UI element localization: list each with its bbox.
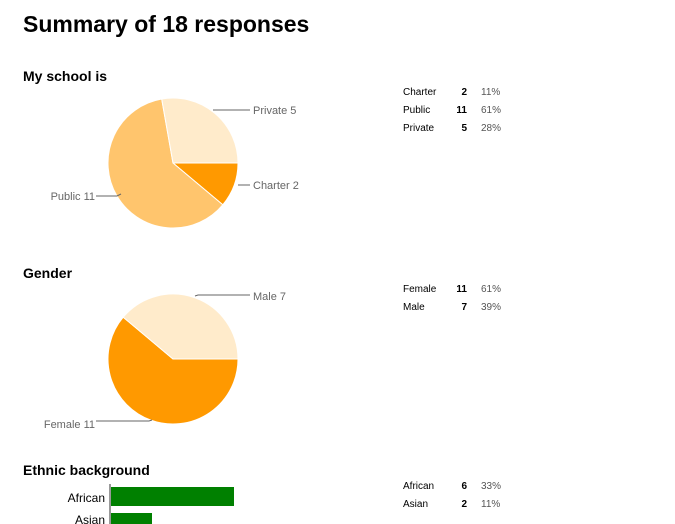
ethnic-bar-chart: African Asian	[68, 484, 234, 524]
summary-label: Female	[403, 284, 437, 295]
slice-label-private: Private 5	[253, 105, 296, 117]
school-summary-table: Charter 2 11% Public 11 61% Private 5 28…	[403, 84, 517, 138]
section-title-ethnic-background: Ethnic background	[23, 462, 150, 478]
summary-row: Asian 2 11%	[403, 496, 517, 514]
leader-line-female	[96, 419, 153, 422]
ethnic-summary-table: African 6 33% Asian 2 11%	[403, 478, 517, 514]
summary-percent: 61%	[481, 105, 502, 116]
bar-african	[111, 487, 234, 506]
school-pie-chart: Private 5 Charter 2 Public 11	[51, 97, 299, 229]
summary-count: 11	[456, 284, 467, 295]
summary-percent: 11%	[481, 499, 501, 510]
summary-label: Male	[403, 302, 425, 313]
leader-line-public	[96, 193, 122, 197]
summary-row: Male 7 39%	[403, 299, 517, 317]
summary-percent: 39%	[481, 302, 502, 313]
slice-label-public: Public 11	[51, 191, 95, 203]
summary-percent: 33%	[481, 481, 502, 492]
pie-slice-private	[161, 97, 239, 164]
bar-category-label-african: African	[68, 491, 105, 505]
summary-percent: 11%	[481, 87, 501, 98]
summary-row: Female 11 61%	[403, 281, 517, 299]
summary-percent: 61%	[481, 284, 502, 295]
summary-label: Public	[403, 105, 431, 116]
summary-label: Asian	[403, 499, 429, 510]
pie-slice-male	[122, 293, 239, 360]
gender-pie-chart: Male 7 Female 11	[44, 291, 286, 431]
slice-label-charter: Charter 2	[253, 180, 299, 192]
summary-row: Charter 2 11%	[403, 84, 517, 102]
summary-row: African 6 33%	[403, 478, 517, 496]
slice-label-female: Female 11	[44, 419, 95, 431]
summary-row: Public 11 61%	[403, 102, 517, 120]
gender-summary-table: Female 11 61% Male 7 39%	[403, 281, 517, 317]
summary-percent: 28%	[481, 123, 502, 134]
section-title-my-school: My school is	[23, 68, 108, 84]
summary-label: Charter	[403, 87, 437, 98]
summary-row: Private 5 28%	[403, 120, 517, 138]
summary-count: 7	[461, 302, 467, 313]
summary-count: 5	[461, 123, 467, 134]
slice-label-male: Male 7	[253, 291, 286, 303]
leader-line-male	[194, 294, 250, 297]
summary-count: 6	[461, 481, 467, 492]
summary-label: African	[403, 481, 435, 492]
summary-count: 11	[456, 105, 467, 116]
summary-count: 2	[461, 87, 467, 98]
summary-count: 2	[461, 499, 467, 510]
page-title: Summary of 18 responses	[23, 11, 310, 37]
summary-label: Private	[403, 123, 435, 134]
section-title-gender: Gender	[23, 265, 73, 281]
